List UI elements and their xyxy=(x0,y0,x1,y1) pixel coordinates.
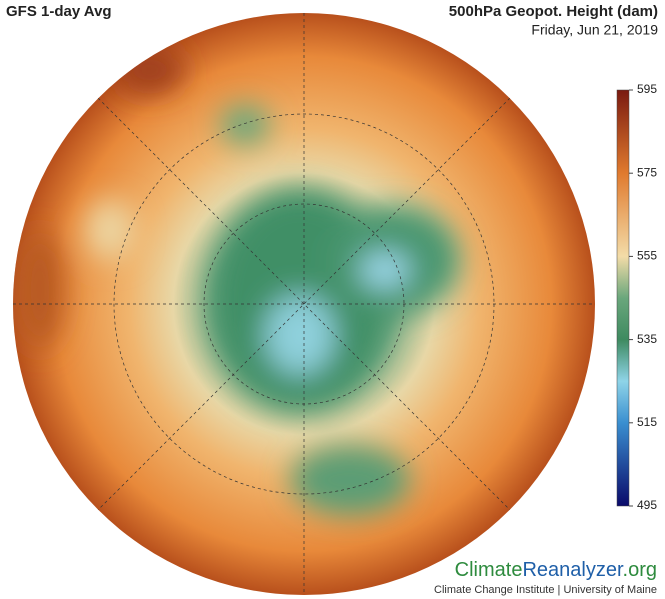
logo-part: Reanalyzer xyxy=(522,559,624,581)
logo: ClimateReanalyzer.org xyxy=(455,559,657,581)
colorbar-label: 515 xyxy=(637,415,657,429)
height-field xyxy=(15,45,460,515)
colorbar xyxy=(616,89,630,507)
logo-part: Climate xyxy=(455,559,523,581)
colorbar-ticks: 595 575 555 535 515 495 xyxy=(629,82,657,512)
credit: Climate Change Institute | University of… xyxy=(434,584,657,596)
colorbar-label: 555 xyxy=(637,249,657,263)
colorbar-label: 535 xyxy=(637,332,657,346)
date: Friday, Jun 21, 2019 xyxy=(531,22,658,38)
title: GFS 1-day Avg xyxy=(6,3,112,20)
colorbar-label: 495 xyxy=(637,498,657,512)
variable: 500hPa Geopot. Height (dam) xyxy=(449,3,658,20)
colorbar-label: 575 xyxy=(637,165,657,179)
graticule xyxy=(13,13,595,595)
colorbar-label: 595 xyxy=(637,82,657,96)
globe xyxy=(13,13,595,595)
logo-part: .org xyxy=(623,559,657,581)
